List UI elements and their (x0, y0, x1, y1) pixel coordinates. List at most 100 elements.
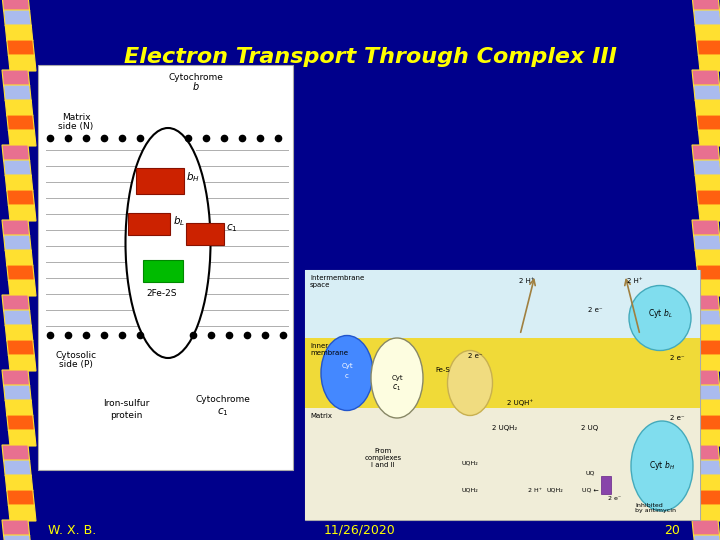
Polygon shape (697, 415, 720, 431)
Polygon shape (692, 445, 719, 461)
Polygon shape (692, 70, 719, 86)
Polygon shape (6, 415, 35, 431)
Polygon shape (4, 10, 31, 26)
Polygon shape (9, 55, 36, 71)
Text: side (P): side (P) (59, 361, 93, 369)
Text: protein: protein (110, 410, 142, 420)
Polygon shape (698, 355, 720, 371)
Ellipse shape (125, 128, 210, 358)
Text: From
complexes
I and II: From complexes I and II (364, 448, 402, 468)
Polygon shape (692, 520, 719, 536)
Polygon shape (2, 295, 30, 311)
Text: 2 H⁺: 2 H⁺ (627, 278, 643, 284)
Text: Cyt: Cyt (391, 375, 402, 381)
Polygon shape (4, 535, 31, 540)
Polygon shape (9, 280, 36, 296)
Polygon shape (6, 340, 35, 356)
Polygon shape (697, 265, 720, 281)
Polygon shape (9, 130, 36, 146)
Bar (128, 213, 170, 235)
Text: 20: 20 (664, 523, 680, 537)
Polygon shape (6, 40, 35, 56)
Bar (305, 270, 700, 520)
Text: Electron Transport Through Complex III: Electron Transport Through Complex III (124, 47, 616, 67)
Text: 2Fe-2S: 2Fe-2S (147, 288, 177, 298)
Text: 2 e⁻: 2 e⁻ (670, 355, 685, 361)
Polygon shape (5, 25, 33, 41)
Text: W. X. B.: W. X. B. (48, 523, 96, 537)
Polygon shape (2, 70, 30, 86)
Polygon shape (696, 250, 720, 266)
Polygon shape (693, 10, 720, 26)
Polygon shape (697, 40, 720, 56)
Ellipse shape (629, 286, 691, 350)
Polygon shape (4, 385, 31, 401)
Polygon shape (692, 370, 719, 386)
Polygon shape (693, 460, 720, 476)
Polygon shape (697, 190, 720, 206)
Text: 2 H⁺: 2 H⁺ (528, 488, 542, 492)
Bar (38, 65, 293, 470)
Polygon shape (693, 385, 720, 401)
Text: Matrix: Matrix (62, 112, 90, 122)
Text: side (N): side (N) (58, 123, 94, 132)
Bar (601, 476, 611, 494)
Ellipse shape (321, 335, 373, 410)
Polygon shape (696, 25, 720, 41)
Text: Cyt: Cyt (341, 363, 353, 369)
Text: 2 e⁻: 2 e⁻ (670, 415, 685, 421)
Polygon shape (693, 235, 720, 251)
Polygon shape (2, 445, 30, 461)
Polygon shape (693, 535, 720, 540)
Text: Fe-S: Fe-S (436, 367, 451, 373)
Text: Cyt $b_H$: Cyt $b_H$ (649, 460, 675, 472)
Polygon shape (6, 490, 35, 506)
Polygon shape (698, 505, 720, 521)
Polygon shape (696, 175, 720, 191)
Polygon shape (5, 250, 33, 266)
Polygon shape (5, 475, 33, 491)
Bar (136, 168, 184, 194)
Polygon shape (6, 115, 35, 131)
Polygon shape (5, 175, 33, 191)
Text: Inner
membrane: Inner membrane (310, 343, 348, 356)
Bar (186, 223, 224, 245)
Polygon shape (9, 505, 36, 521)
Text: 2 UQH₂: 2 UQH₂ (492, 425, 518, 431)
Bar (305, 270, 700, 338)
Polygon shape (4, 160, 31, 176)
Text: Cytosolic: Cytosolic (55, 350, 96, 360)
Text: Matrix: Matrix (310, 413, 332, 419)
Polygon shape (698, 130, 720, 146)
Polygon shape (4, 85, 31, 101)
Text: Inhibited
by antimycin: Inhibited by antimycin (635, 503, 676, 514)
Polygon shape (9, 430, 36, 446)
Polygon shape (696, 325, 720, 341)
Text: c: c (345, 373, 349, 379)
Ellipse shape (371, 338, 423, 418)
Polygon shape (2, 220, 30, 236)
Text: UQ: UQ (585, 470, 595, 476)
Text: Cytochrome: Cytochrome (196, 395, 251, 404)
Text: $c_1$: $c_1$ (392, 383, 402, 393)
Text: $c_1$: $c_1$ (226, 222, 238, 234)
Polygon shape (6, 265, 35, 281)
Polygon shape (4, 310, 31, 326)
Polygon shape (692, 295, 719, 311)
Polygon shape (2, 370, 30, 386)
Polygon shape (698, 280, 720, 296)
Polygon shape (693, 310, 720, 326)
Polygon shape (693, 160, 720, 176)
Text: b: b (193, 82, 199, 92)
Text: UQH₂: UQH₂ (462, 488, 478, 492)
Text: Iron-sulfur: Iron-sulfur (103, 399, 149, 408)
Polygon shape (9, 355, 36, 371)
Polygon shape (9, 205, 36, 221)
Text: 2 e⁻: 2 e⁻ (468, 353, 482, 359)
Polygon shape (5, 100, 33, 116)
Bar (143, 260, 183, 282)
Polygon shape (2, 0, 30, 11)
Polygon shape (696, 100, 720, 116)
Text: $b_L$: $b_L$ (173, 214, 185, 228)
Text: UQ ←: UQ ← (582, 488, 598, 492)
